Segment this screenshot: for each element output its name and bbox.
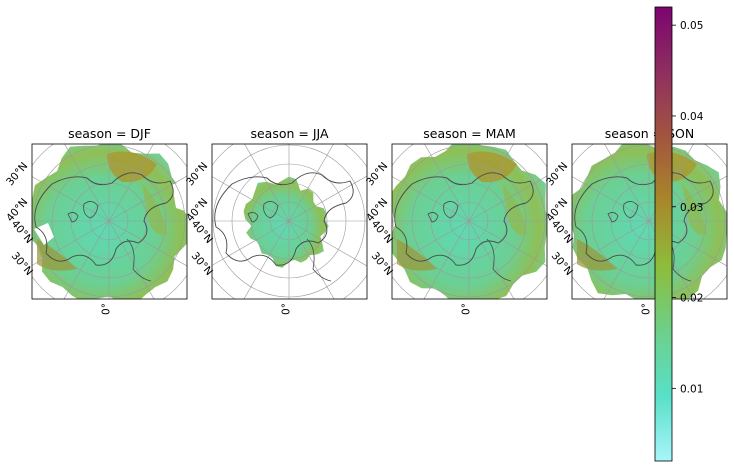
meridian-line [212,176,290,222]
latitude-label: 30°N [549,250,575,278]
coastline [394,172,534,266]
meridian-line [32,176,110,222]
meridian-line [32,220,110,266]
longitude-label: 0° [461,303,473,315]
meridian-line [288,220,367,267]
latitude-label: 30°N [369,250,395,278]
mid-value-patch [142,184,167,235]
meridian-line [423,220,470,299]
panel-frame [571,143,728,300]
longitude-label: 0° [281,303,293,315]
coastline-segment [306,238,332,282]
mid-value-patch [502,184,527,235]
meridian-line [468,220,547,267]
meridian-line [648,220,727,267]
map-panels: season = DJF 30°N 40°N 40°N 30°N 0° season = J… [4,126,728,315]
latitude-label: 30°N [364,160,390,188]
latitude-label: 40°N [549,218,575,246]
colorbar-tick-label: 0.01 [680,383,703,395]
panel-title: season = DJF [68,126,151,141]
colorbar-tick-label: 0.05 [680,20,703,32]
meridian-line [424,144,470,222]
meridian-line [63,220,110,299]
latitude-label: 30°N [4,160,30,188]
colorbar: 0.01 0.02 0.03 0.04 0.05 [654,6,704,462]
colorbar-tick-label: 0.03 [680,202,703,214]
data-field [243,176,329,268]
meridian-line [572,176,650,222]
panel-title: season = MAM [423,126,516,141]
meridian-line [603,220,650,299]
coastline-segment [486,238,512,282]
latitude-label: 30°N [184,160,210,188]
meridian-line [108,220,187,267]
meridian-line [243,220,290,299]
colorbar-gradient [654,6,673,462]
meridian-line [288,220,335,299]
mid-value-patch [682,184,707,235]
panel-title: season = JJA [250,126,329,141]
panel-frame [211,143,368,300]
meridian-line [392,176,470,222]
coastline-segment [126,238,152,282]
coastline [214,172,354,266]
coastline [574,172,714,266]
meridian-line [468,144,514,222]
colorbar-tick-label: 0.04 [680,111,704,123]
meridian-line [288,144,334,222]
island-outline [247,201,279,223]
latitude-label: 40°N [189,218,215,246]
meridian-line [468,175,547,222]
meridian-line [572,220,650,266]
panel-frame [31,143,188,300]
latitude-label: 40°N [9,218,35,246]
island-outline [607,201,639,223]
longitude-label: 0° [101,303,113,315]
meridian-line [212,220,290,266]
latitude-label: 30°N [544,160,570,188]
meridian-line [648,175,727,222]
meridian-line [604,144,650,222]
meridian-line [392,220,470,266]
meridian-line [108,220,155,299]
meridian-line [64,144,110,222]
panel-frame [391,143,548,300]
meridian-line [244,144,290,222]
island-outline [427,201,459,223]
longitude-label: 0° [641,303,653,315]
meridian-line [468,220,515,299]
island-outline [67,201,99,223]
meridian-line [288,175,367,222]
latitude-label: 30°N [9,250,35,278]
latitude-label: 40°N [369,218,395,246]
colorbar-tick-label: 0.02 [680,293,703,305]
panel-title: season = SON [605,126,695,141]
latitude-label: 30°N [189,250,215,278]
coastline [34,172,174,266]
meridian-line [108,175,187,222]
meridian-line [108,144,154,222]
